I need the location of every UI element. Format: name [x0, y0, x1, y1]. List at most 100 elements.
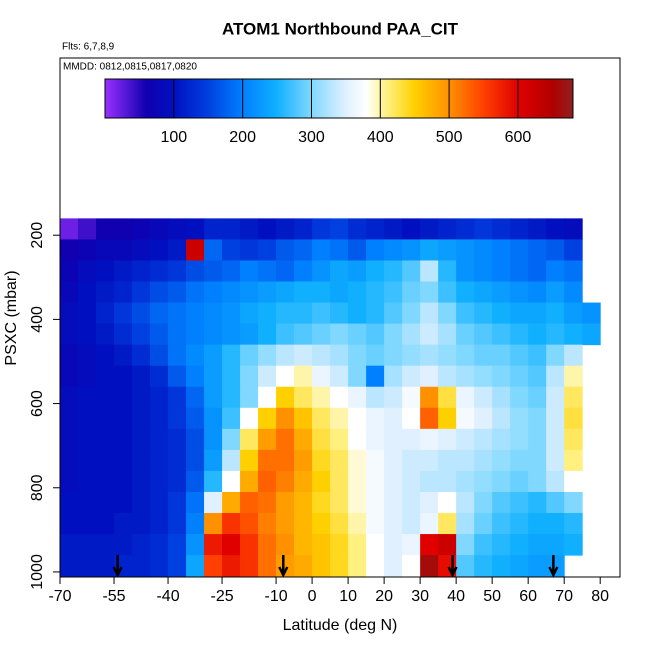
heat-cell: [510, 323, 529, 346]
heat-cell: [384, 344, 403, 367]
x-tick-label: -10: [265, 588, 288, 605]
heat-cell: [492, 365, 511, 388]
heat-cell: [312, 281, 331, 304]
heat-cell: [168, 260, 187, 283]
heat-cell: [528, 470, 547, 493]
heat-cell: [348, 513, 367, 535]
heat-cell: [546, 344, 565, 367]
colorbar-tick-label: 200: [229, 129, 256, 146]
heat-cell: [384, 555, 403, 577]
heat-cell: [132, 534, 151, 556]
heat-cell: [312, 449, 331, 472]
heat-cell: [60, 323, 79, 346]
heat-cell: [528, 344, 547, 367]
heat-cell: [150, 407, 169, 430]
heat-cell: [114, 239, 133, 261]
heat-cell: [60, 428, 79, 451]
heat-cell: [258, 260, 277, 283]
heat-cell: [528, 491, 547, 514]
heat-cell: [258, 386, 277, 409]
heat-cell: [114, 344, 133, 367]
heat-cell: [348, 344, 367, 367]
heat-cell: [186, 449, 205, 472]
heat-cell: [222, 534, 241, 556]
heat-cell: [150, 218, 169, 240]
heat-cell: [366, 407, 385, 430]
heat-cell: [114, 470, 133, 493]
heat-cell: [438, 407, 457, 430]
heat-cell: [60, 239, 79, 261]
heat-cell: [492, 302, 511, 325]
heat-cell: [492, 281, 511, 304]
heat-cell: [168, 513, 187, 535]
heat-cell: [240, 449, 259, 472]
heat-cell: [366, 449, 385, 472]
heat-cell: [150, 239, 169, 261]
colorbar-tick-label: 300: [298, 129, 325, 146]
heat-cell: [348, 260, 367, 283]
heat-cell: [96, 555, 115, 577]
heat-cell: [384, 407, 403, 430]
heat-cell: [384, 281, 403, 304]
heat-cell: [330, 449, 349, 472]
heat-cell: [132, 491, 151, 514]
heat-cell: [168, 555, 187, 577]
heat-cell: [348, 323, 367, 346]
x-tick-label: -70: [48, 588, 71, 605]
heat-cell: [186, 555, 205, 577]
colorbar-tick-label: 500: [436, 129, 463, 146]
heat-cell: [546, 260, 565, 283]
x-tick-label: -25: [210, 588, 233, 605]
heat-cell: [546, 365, 565, 388]
heat-cell: [168, 365, 187, 388]
heat-cell: [114, 491, 133, 514]
heat-cell: [96, 260, 115, 283]
heat-cell: [222, 449, 241, 472]
heat-cell: [204, 218, 223, 240]
heat-cell: [204, 386, 223, 409]
heat-cell: [276, 323, 295, 346]
heat-cell: [294, 407, 313, 430]
heat-cell: [294, 260, 313, 283]
heat-cell: [492, 513, 511, 535]
heat-cell: [330, 428, 349, 451]
heat-cell: [96, 239, 115, 261]
heat-cell: [240, 239, 259, 261]
heat-cell: [366, 386, 385, 409]
heat-cell: [420, 239, 439, 261]
heat-cell: [96, 449, 115, 472]
heat-cell: [564, 534, 583, 556]
heat-cell: [366, 470, 385, 493]
heat-cell: [186, 470, 205, 493]
heat-cell: [132, 470, 151, 493]
heat-cell: [258, 302, 277, 325]
heat-cell: [348, 386, 367, 409]
heat-cell: [330, 386, 349, 409]
heat-cell: [330, 491, 349, 514]
heat-cell: [366, 281, 385, 304]
heat-cell: [222, 260, 241, 283]
arrow: [278, 555, 289, 578]
heat-cell: [294, 323, 313, 346]
heat-cell: [294, 513, 313, 535]
heat-cell: [510, 302, 529, 325]
x-tick-label: 60: [519, 588, 537, 605]
heat-cell: [60, 555, 79, 577]
heat-cell: [168, 302, 187, 325]
heat-cell: [420, 344, 439, 367]
heat-cell: [132, 218, 151, 240]
heat-cell: [492, 555, 511, 577]
heat-cell: [456, 407, 475, 430]
heat-cell: [204, 323, 223, 346]
heat-cell: [78, 281, 97, 304]
heat-cell: [240, 534, 259, 556]
heat-cell: [348, 449, 367, 472]
heat-cell: [78, 555, 97, 577]
heat-cell: [294, 281, 313, 304]
heat-cell: [528, 218, 547, 240]
heat-cell: [312, 534, 331, 556]
heat-cell: [240, 260, 259, 283]
x-tick-label: -55: [102, 588, 125, 605]
heat-cell: [348, 470, 367, 493]
heat-cell: [564, 239, 583, 261]
